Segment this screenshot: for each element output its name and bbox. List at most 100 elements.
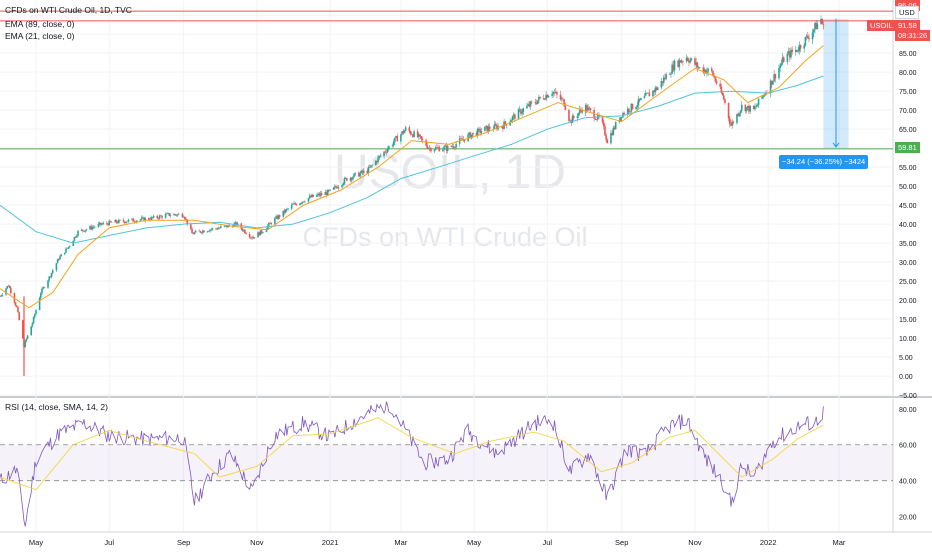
- candle-body: [181, 213, 184, 217]
- time-tick-label: Jul: [104, 538, 114, 547]
- candle-body: [328, 189, 330, 191]
- candle-body: [643, 95, 646, 99]
- candle-body: [553, 92, 556, 93]
- candle-body: [136, 220, 138, 223]
- candle-body: [560, 98, 563, 100]
- candle-body: [337, 187, 340, 189]
- candle-body: [234, 222, 237, 224]
- candle-body: [576, 116, 579, 118]
- candle-body: [25, 338, 28, 342]
- candle-body: [152, 215, 155, 218]
- candle-body: [396, 136, 399, 142]
- price-tick-label: 75.00: [899, 89, 917, 96]
- candle-body: [32, 316, 35, 324]
- candle-body: [242, 229, 245, 231]
- candle-body: [635, 106, 637, 110]
- currency-label[interactable]: USD: [895, 6, 919, 19]
- legend-ema-fast[interactable]: EMA (21, close, 0): [5, 31, 75, 41]
- candle-body: [430, 148, 432, 152]
- candle-body: [685, 57, 688, 62]
- candle-body: [762, 95, 765, 97]
- candle-body: [125, 222, 127, 223]
- candle-body: [192, 233, 195, 235]
- candle-body: [774, 74, 777, 79]
- candle-body: [64, 252, 66, 255]
- candle-body: [220, 226, 222, 228]
- candle-body: [119, 219, 121, 221]
- candle-body: [158, 215, 161, 219]
- candle-body: [698, 67, 701, 68]
- candle-body: [702, 67, 705, 73]
- legend-ema-slow[interactable]: EMA (89, close, 0): [5, 19, 75, 29]
- candle-body: [680, 61, 683, 63]
- candle-body: [816, 23, 819, 30]
- candle-body: [517, 109, 520, 119]
- candle-body: [42, 287, 45, 289]
- candle-body: [598, 114, 600, 118]
- candle-body: [18, 312, 21, 321]
- legend-title[interactable]: CFDs on WTI Crude Oil, 1D, TVC: [5, 5, 132, 15]
- candle-body: [779, 65, 781, 69]
- candles: [0, 15, 825, 377]
- candle-body: [773, 74, 775, 81]
- candle-body: [184, 216, 186, 220]
- legend-rsi[interactable]: RSI (14, close, SMA, 14, 2): [5, 402, 108, 412]
- candle-body: [77, 230, 79, 236]
- candle-body: [504, 121, 507, 124]
- candle-body: [353, 173, 355, 178]
- candle-body: [568, 109, 570, 121]
- candle-body: [418, 134, 420, 137]
- candle-body: [258, 232, 261, 236]
- candle-body: [194, 230, 197, 233]
- candle-body: [589, 108, 592, 110]
- candle-body: [744, 104, 747, 112]
- candle-body: [278, 215, 281, 217]
- candle-body: [703, 69, 706, 73]
- candle-body: [31, 323, 34, 327]
- candle-body: [173, 214, 175, 216]
- candle-body: [85, 229, 88, 231]
- candle-body: [320, 193, 323, 195]
- candle-body: [16, 305, 18, 308]
- candle-body: [216, 228, 219, 230]
- price-tick-label: 25.00: [899, 279, 917, 286]
- candle-body: [677, 60, 679, 67]
- candle-body: [82, 229, 84, 231]
- candle-body: [186, 219, 189, 225]
- measure-tool[interactable]: [823, 18, 849, 149]
- candle-body: [732, 121, 735, 123]
- candle-body: [654, 87, 657, 93]
- candle-body: [594, 118, 597, 120]
- candle-body: [218, 227, 221, 229]
- candle-body: [443, 146, 445, 150]
- candle-body: [198, 230, 201, 232]
- candle-body: [780, 63, 783, 66]
- price-tick-label: 5.00: [899, 355, 913, 362]
- price-axis[interactable]: −5.00 0.00 5.00 10.00 15.00 20.00 25.00 30.00 35…: [899, 13, 917, 521]
- candle-body: [690, 58, 693, 61]
- candle-body: [416, 131, 419, 137]
- candle-body: [815, 22, 817, 30]
- candle-body: [746, 105, 749, 108]
- price-tick-label: 0.00: [899, 374, 913, 381]
- candle-body: [721, 92, 724, 96]
- candle-body: [595, 119, 598, 120]
- candle-body: [671, 64, 673, 74]
- candle-body: [451, 146, 454, 147]
- horizontal-lines[interactable]: [0, 10, 893, 150]
- rsi-tick-label: 60.00: [899, 443, 917, 450]
- symbol-tag: USOIL: [867, 20, 896, 31]
- candle-body: [55, 263, 58, 271]
- time-axis[interactable]: May Jul Sep Nov 2021 Mar May Jul Sep Nov 2022 Mar: [29, 538, 846, 547]
- measure-arrow-head: [832, 142, 840, 148]
- candle-body: [714, 77, 717, 82]
- measure-label[interactable]: −34.24 (−36.25%) −3424: [779, 155, 869, 169]
- candle-body: [544, 99, 546, 100]
- candle-body: [227, 225, 229, 228]
- candle-body: [484, 126, 486, 132]
- candle-body: [352, 177, 354, 180]
- candle-body: [22, 320, 24, 339]
- candle-body: [200, 232, 203, 234]
- candle-body: [166, 213, 168, 215]
